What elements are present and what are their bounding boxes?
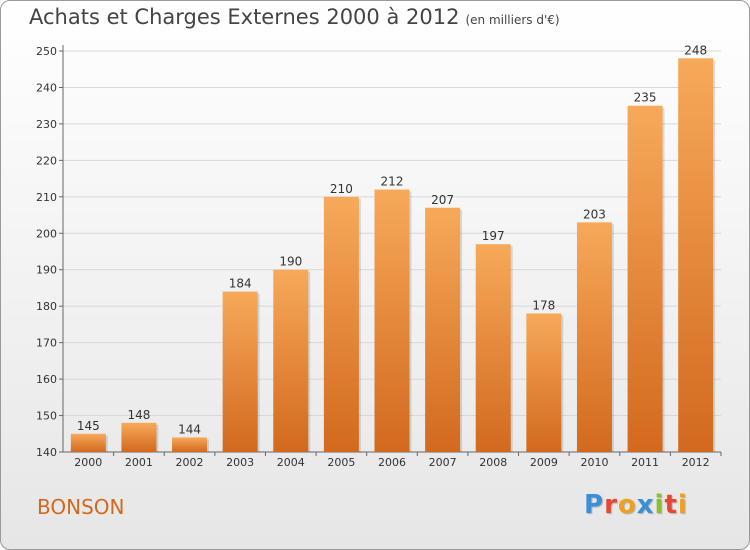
bars xyxy=(70,58,716,453)
x-tick-label: 2011 xyxy=(631,456,659,469)
y-tick-label: 160 xyxy=(36,373,57,386)
data-label-2004: 190 xyxy=(279,255,302,269)
y-tick-label: 240 xyxy=(36,81,57,94)
x-tick-label: 2012 xyxy=(682,456,710,469)
data-labels: 145 148 144 184 190 210 212 207 197 178 203 235 248 xyxy=(77,43,707,436)
bar-2003 xyxy=(222,291,258,452)
data-label-2011: 235 xyxy=(634,91,657,105)
x-tick-label: 2000 xyxy=(74,456,102,469)
data-label-2009: 178 xyxy=(532,298,555,312)
y-tick-label: 210 xyxy=(36,191,57,204)
bar-2008 xyxy=(475,244,511,452)
x-tick-label: 2001 xyxy=(125,456,153,469)
bar-2010 xyxy=(576,222,612,452)
logo-letter: r xyxy=(604,490,618,520)
x-tick-label: 2008 xyxy=(479,456,507,469)
logo-letter: P xyxy=(584,490,605,520)
y-tick-label: 150 xyxy=(36,410,57,423)
bar-2009 xyxy=(526,313,562,452)
x-tick-label: 2010 xyxy=(580,456,608,469)
y-tick-label: 180 xyxy=(36,300,57,313)
logo-letter: o xyxy=(617,490,637,520)
y-tick-label: 220 xyxy=(36,154,57,167)
x-tick-label: 2006 xyxy=(378,456,406,469)
y-tick-label: 200 xyxy=(36,227,57,240)
data-label-2000: 145 xyxy=(77,419,100,433)
data-label-2008: 197 xyxy=(482,229,505,243)
commune-name: BONSON xyxy=(37,495,125,519)
chart-title: Achats et Charges Externes 2000 à 2012 (e… xyxy=(29,5,560,29)
logo-letter: i xyxy=(677,490,688,520)
y-tick-label: 170 xyxy=(36,337,57,350)
x-tick-label: 2007 xyxy=(429,456,457,469)
bar-2012 xyxy=(678,58,714,453)
data-label-2007: 207 xyxy=(431,193,454,207)
bar-2005 xyxy=(323,196,359,452)
bar-2002 xyxy=(172,437,208,452)
x-tick-label: 2003 xyxy=(226,456,254,469)
logo-letter: i xyxy=(654,490,665,520)
data-label-2012: 248 xyxy=(684,43,707,57)
logo-letter: x xyxy=(636,490,655,520)
data-label-2003: 184 xyxy=(229,277,252,291)
y-tick-label: 230 xyxy=(36,118,57,131)
data-label-2001: 148 xyxy=(127,408,150,422)
chart-subtitle: (en milliers d'€) xyxy=(465,13,560,27)
bar-2007 xyxy=(425,207,461,452)
logo-letter: t xyxy=(664,490,678,520)
data-label-2002: 144 xyxy=(178,422,201,436)
data-label-2010: 203 xyxy=(583,207,606,221)
x-tick-label: 2004 xyxy=(277,456,305,469)
y-tick-label: 140 xyxy=(36,446,57,459)
bar-2001 xyxy=(121,422,157,452)
x-tick-label: 2009 xyxy=(530,456,558,469)
data-label-2005: 210 xyxy=(330,182,353,196)
chart-title-text: Achats et Charges Externes 2000 à 2012 xyxy=(29,5,460,29)
y-tick-label: 190 xyxy=(36,264,57,277)
x-tick-label: 2002 xyxy=(176,456,204,469)
data-label-2006: 212 xyxy=(381,175,404,189)
bar-2004 xyxy=(273,269,309,452)
y-tick-label: 250 xyxy=(36,45,57,58)
bar-2006 xyxy=(374,189,410,452)
bar-2011 xyxy=(627,105,663,452)
bar-2000 xyxy=(70,433,106,452)
x-tick-label: 2005 xyxy=(327,456,355,469)
proxiti-logo[interactable]: Proxiti xyxy=(584,490,688,520)
